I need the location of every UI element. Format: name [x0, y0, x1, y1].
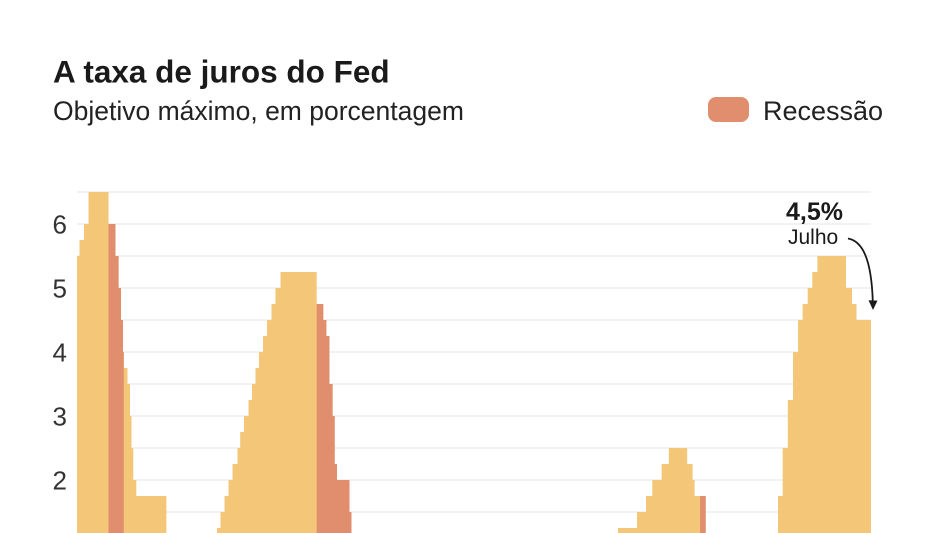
svg-text:A taxa de juros do Fed: A taxa de juros do Fed	[53, 54, 390, 90]
svg-text:3: 3	[53, 402, 67, 432]
svg-text:Julho: Julho	[788, 226, 838, 249]
svg-text:2: 2	[53, 466, 67, 496]
svg-text:4: 4	[53, 338, 67, 368]
svg-text:6: 6	[53, 210, 67, 240]
svg-text:Objetivo máximo, em porcentage: Objetivo máximo, em porcentagem	[53, 96, 464, 126]
svg-text:5: 5	[53, 274, 67, 304]
svg-text:Recessão: Recessão	[763, 96, 883, 126]
svg-text:4,5%: 4,5%	[786, 198, 843, 226]
